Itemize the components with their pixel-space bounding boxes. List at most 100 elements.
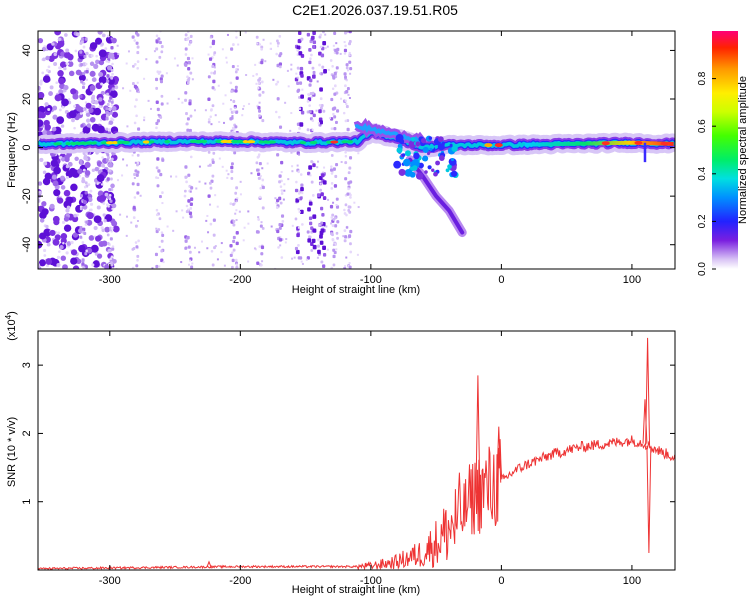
noise-dot bbox=[53, 189, 61, 197]
noise-streak bbox=[105, 158, 109, 162]
noise-streak bbox=[186, 56, 191, 61]
noise-dot bbox=[345, 256, 348, 259]
band-hotspot bbox=[299, 141, 307, 145]
noise-dot bbox=[191, 262, 194, 265]
noise-streak bbox=[306, 230, 310, 234]
noise-dot bbox=[291, 224, 294, 227]
noise-streak bbox=[345, 90, 349, 94]
noise-streak bbox=[230, 265, 234, 269]
noise-dot bbox=[340, 161, 343, 164]
noise-streak bbox=[189, 207, 193, 210]
noise-dot bbox=[91, 168, 96, 173]
noise-dot bbox=[290, 63, 293, 66]
noise-streak bbox=[158, 40, 162, 45]
noise-dot bbox=[155, 227, 158, 230]
noise-streak bbox=[349, 229, 353, 234]
noise-streak bbox=[109, 257, 112, 261]
noise-streak bbox=[298, 31, 302, 35]
noise-streak bbox=[160, 45, 164, 49]
noise-streak bbox=[187, 199, 191, 203]
noise-dot bbox=[242, 107, 245, 110]
noise-dot bbox=[322, 225, 325, 228]
noise-dot bbox=[84, 161, 91, 169]
noise-streak bbox=[308, 201, 313, 206]
noise-dot bbox=[78, 74, 86, 82]
noise-streak bbox=[156, 107, 160, 112]
noise-dot bbox=[38, 91, 45, 99]
noise-streak bbox=[300, 37, 304, 41]
noise-streak bbox=[207, 118, 211, 121]
noise-dot bbox=[258, 43, 261, 46]
noise-streak bbox=[319, 33, 323, 37]
noise-streak bbox=[230, 177, 234, 180]
noise-streak bbox=[83, 231, 87, 236]
noise-streak bbox=[133, 39, 136, 42]
noise-streak bbox=[207, 75, 211, 79]
noise-dot bbox=[86, 123, 92, 128]
noise-streak bbox=[329, 59, 333, 62]
noise-streak bbox=[280, 160, 284, 165]
noise-dot bbox=[71, 118, 75, 123]
noise-streak bbox=[136, 254, 140, 258]
noise-dot bbox=[207, 53, 210, 56]
noise-streak bbox=[311, 238, 316, 244]
noise-dot bbox=[63, 189, 71, 197]
noise-dot bbox=[198, 165, 201, 168]
noise-dot bbox=[158, 265, 161, 268]
noise-dot bbox=[238, 210, 241, 213]
noise-dot bbox=[95, 59, 100, 65]
noise-dot bbox=[296, 76, 299, 79]
noise-streak bbox=[299, 66, 304, 71]
noise-streak bbox=[158, 217, 162, 221]
noise-streak bbox=[155, 77, 159, 82]
noise-dot bbox=[319, 182, 322, 185]
noise-dot bbox=[252, 74, 255, 77]
cluster-dot bbox=[449, 143, 453, 147]
noise-dot bbox=[157, 176, 160, 179]
cluster-dot bbox=[402, 158, 411, 167]
noise-dot bbox=[116, 179, 119, 182]
noise-streak bbox=[81, 259, 85, 263]
colorbar-tick-label: 0.8 bbox=[697, 71, 708, 85]
noise-streak bbox=[278, 180, 281, 184]
noise-dot bbox=[207, 164, 210, 167]
noise-streak bbox=[107, 156, 110, 160]
noise-dot bbox=[51, 42, 55, 46]
noise-streak bbox=[349, 242, 352, 246]
noise-streak bbox=[260, 47, 263, 51]
noise-dot bbox=[84, 170, 91, 176]
noise-dot bbox=[57, 40, 65, 48]
noise-dot bbox=[44, 102, 49, 107]
noise-streak bbox=[207, 150, 211, 154]
noise-streak bbox=[157, 37, 161, 41]
noise-streak bbox=[320, 228, 325, 233]
page-title: C2E1.2026.037.19.51.R05 bbox=[292, 2, 458, 18]
noise-streak bbox=[108, 169, 112, 173]
noise-dot bbox=[39, 157, 44, 163]
noise-dot bbox=[96, 205, 101, 210]
noise-streak bbox=[80, 124, 84, 128]
noise-streak bbox=[280, 214, 285, 218]
noise-dot bbox=[56, 116, 65, 125]
cluster-dot bbox=[401, 153, 406, 157]
noise-streak bbox=[212, 233, 216, 237]
noise-dot bbox=[225, 56, 228, 59]
noise-dot bbox=[260, 221, 263, 224]
noise-dot bbox=[257, 216, 260, 219]
x-tick-label: -100 bbox=[360, 575, 382, 587]
noise-dot bbox=[92, 260, 100, 268]
noise-streak bbox=[134, 224, 138, 228]
noise-streak bbox=[106, 79, 110, 83]
noise-streak bbox=[312, 40, 317, 45]
noise-streak bbox=[235, 76, 239, 80]
noise-streak bbox=[321, 173, 325, 178]
noise-streak bbox=[278, 62, 283, 66]
noise-streak bbox=[209, 115, 212, 119]
noise-streak bbox=[335, 197, 339, 201]
cluster-dot bbox=[422, 155, 429, 162]
noise-streak bbox=[296, 66, 300, 70]
noise-streak bbox=[160, 74, 164, 78]
noise-streak bbox=[261, 185, 265, 190]
noise-dot bbox=[209, 203, 212, 206]
noise-dot bbox=[96, 182, 99, 185]
